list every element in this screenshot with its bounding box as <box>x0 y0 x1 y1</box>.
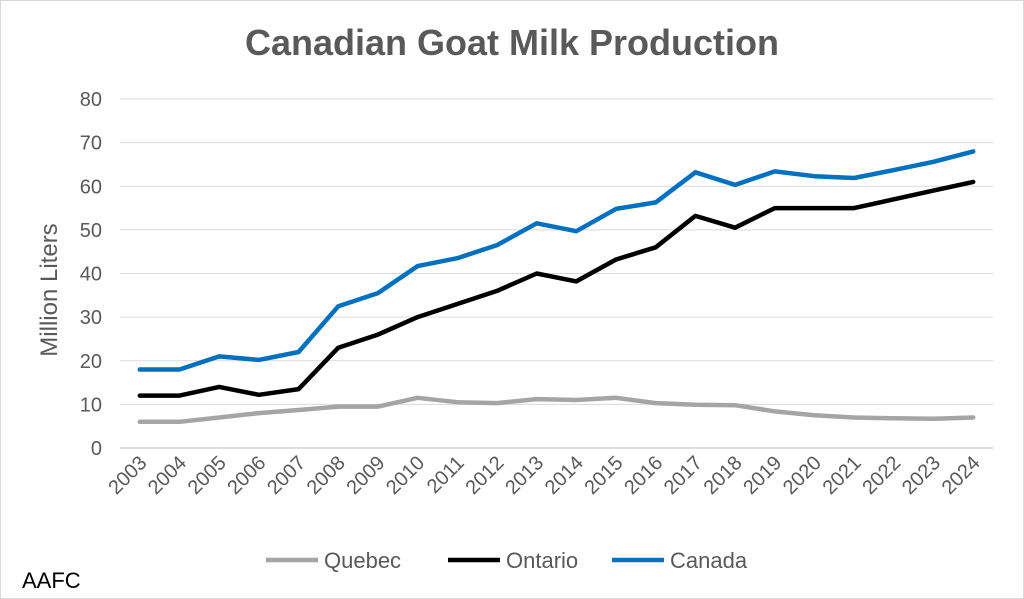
y-tick-label: 70 <box>80 133 102 155</box>
chart-title: Canadian Goat Milk Production <box>244 22 780 63</box>
legend-label-quebec: Quebec <box>324 548 401 573</box>
x-tick-label: 2021 <box>819 452 866 499</box>
series-line-ontario <box>137 179 976 398</box>
x-tick-label: 2003 <box>104 452 151 499</box>
x-tick-label: 2019 <box>739 452 786 499</box>
legend-label-canada: Canada <box>670 548 748 573</box>
series-line-quebec <box>137 395 976 425</box>
x-tick-label: 2015 <box>581 452 628 499</box>
series-line-canada <box>137 149 976 372</box>
x-tick-label: 2024 <box>938 452 985 499</box>
x-tick-label: 2005 <box>184 452 231 499</box>
x-tick-label: 2011 <box>423 452 469 498</box>
x-tick-label: 2013 <box>501 452 548 499</box>
y-tick-label: 10 <box>80 394 102 416</box>
x-tick-label: 2016 <box>620 452 667 499</box>
x-tick-label: 2009 <box>342 452 389 499</box>
y-tick-label: 50 <box>80 220 102 242</box>
x-tick-label: 2022 <box>858 452 905 499</box>
y-tick-label: 60 <box>80 176 102 198</box>
x-tick-label: 2010 <box>382 452 429 499</box>
x-tick-label: 2017 <box>660 452 707 499</box>
x-tick-label: 2004 <box>144 452 191 499</box>
x-tick-label: 2008 <box>303 452 350 499</box>
x-tick-label: 2014 <box>541 452 588 499</box>
x-tick-label: 2023 <box>898 452 945 499</box>
x-tick-label: 2018 <box>700 452 747 499</box>
legend-label-ontario: Ontario <box>506 548 578 573</box>
x-tick-label: 2007 <box>263 452 310 499</box>
x-tick-label: 2020 <box>779 452 826 499</box>
y-tick-label: 30 <box>80 307 102 329</box>
source-label: AAFC <box>22 568 81 593</box>
x-tick-label: 2006 <box>223 452 270 499</box>
y-tick-label: 40 <box>80 264 102 286</box>
y-tick-label: 0 <box>91 438 102 460</box>
y-tick-label: 80 <box>80 89 102 111</box>
y-tick-label: 20 <box>80 351 102 373</box>
x-tick-label: 2012 <box>461 452 508 499</box>
